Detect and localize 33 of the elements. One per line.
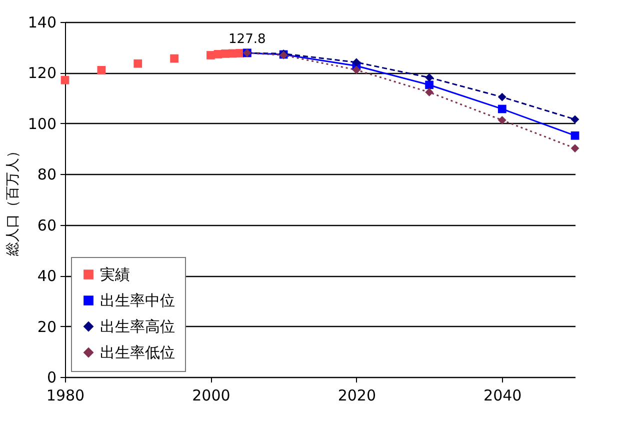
y-tick-label: 60: [37, 216, 56, 234]
legend-label: 出生率低位: [100, 344, 175, 362]
point: [498, 92, 506, 102]
x-tick-label: 2020: [338, 386, 376, 404]
point: [170, 54, 178, 63]
y-tick-label: 40: [37, 267, 56, 286]
y-tick-label: 120: [28, 64, 56, 82]
legend-label: 出生率高位: [100, 318, 175, 336]
point: [425, 88, 434, 96]
y-tick-label: 20: [37, 318, 56, 336]
y-tick-label: 0: [46, 368, 56, 386]
point: [570, 131, 580, 140]
point: [60, 76, 70, 84]
legend-label: 出生率中位: [100, 292, 175, 310]
legend-label: 実績: [100, 266, 130, 284]
x-tick-label: 2000: [192, 386, 230, 404]
point: [425, 73, 434, 82]
point: [352, 58, 361, 66]
annotation: 127.8: [228, 32, 266, 47]
point: [498, 104, 506, 114]
point: [570, 144, 580, 152]
point: [352, 66, 361, 74]
point: [498, 116, 506, 124]
point: [425, 80, 434, 90]
x-tick-label: 2040: [484, 386, 522, 404]
y-tick-label: 140: [28, 14, 56, 32]
point: [570, 115, 580, 124]
x-tick-label: 1980: [46, 386, 85, 404]
point: [97, 66, 106, 74]
point: [134, 59, 142, 68]
y-tick-label: 100: [28, 114, 56, 133]
y-tick-label: 80: [37, 166, 56, 184]
y-axis-title: 総人口（百万人）: [4, 144, 21, 257]
